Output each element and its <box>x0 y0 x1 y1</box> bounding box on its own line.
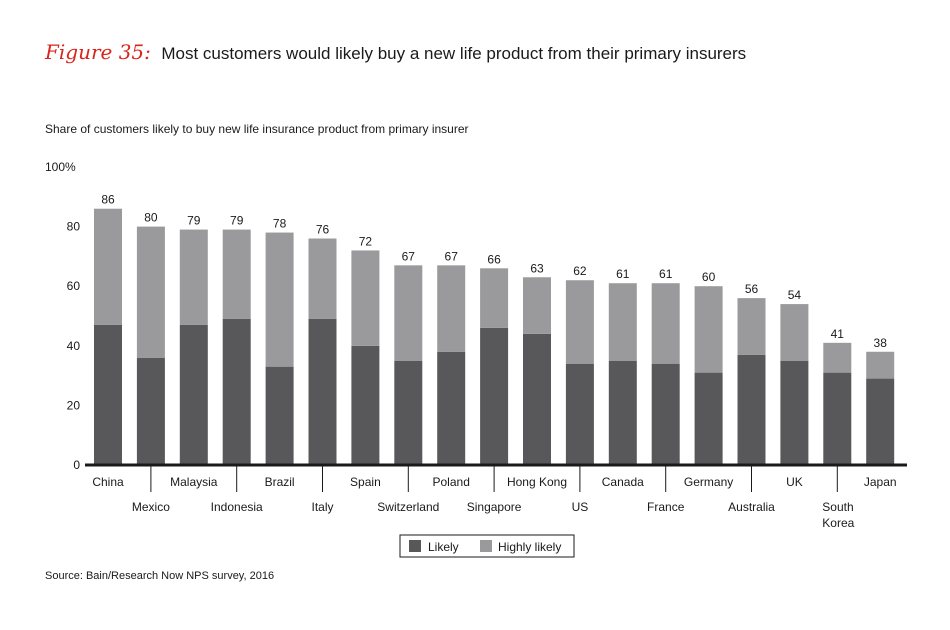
bar-likely-china <box>94 324 122 465</box>
bar-total-label: 38 <box>874 336 888 350</box>
bar-highly-likely-poland <box>437 265 466 352</box>
category-label: Poland <box>433 475 470 489</box>
bar-likely-malaysia <box>179 324 208 465</box>
bar-highly-likely-indonesia <box>222 229 251 319</box>
category-label: US <box>572 500 589 514</box>
y-tick-label: 0 <box>73 458 80 472</box>
bar-total-label: 63 <box>530 261 544 275</box>
bar-highly-likely-spain <box>351 250 380 346</box>
bar-highly-likely-uk <box>780 304 809 361</box>
category-label: UK <box>786 475 803 489</box>
category-label: Switzerland <box>377 500 439 514</box>
bar-highly-likely-china <box>94 208 122 325</box>
category-label: Italy <box>311 500 333 514</box>
legend-label-likely: Likely <box>428 540 459 554</box>
y-tick-label: 60 <box>67 279 81 293</box>
bar-likely-uk <box>780 360 809 465</box>
bar-likely-switzerland <box>394 360 423 465</box>
bar-total-label: 60 <box>702 270 716 284</box>
bar-likely-canada <box>608 360 637 465</box>
bar-likely-germany <box>694 372 723 465</box>
bar-highly-likely-us <box>565 280 594 364</box>
bar-likely-france <box>651 363 680 465</box>
category-label: France <box>647 500 685 514</box>
y-tick-label: 20 <box>67 398 81 412</box>
bar-total-label: 86 <box>101 193 115 207</box>
y-tick-label-top: 100% <box>45 160 76 174</box>
bar-likely-japan <box>866 378 895 465</box>
bar-likely-mexico <box>136 357 165 465</box>
bar-total-label: 62 <box>573 264 587 278</box>
bar-total-label: 79 <box>230 214 244 228</box>
category-label: Indonesia <box>211 500 263 514</box>
bar-likely-brazil <box>265 366 294 465</box>
bar-likely-singapore <box>480 327 509 465</box>
bar-total-label: 61 <box>616 267 630 281</box>
bar-total-label: 61 <box>659 267 673 281</box>
bar-likely-spain <box>351 345 380 465</box>
category-label: Hong Kong <box>507 475 567 489</box>
figure-title-row: Figure 35: Most customers would likely b… <box>45 40 746 64</box>
figure-title: Most customers would likely buy a new li… <box>161 44 747 63</box>
bar-highly-likely-japan <box>866 351 895 379</box>
bar-total-label: 56 <box>745 282 759 296</box>
bar-highly-likely-south-korea <box>823 342 852 373</box>
bar-total-label: 66 <box>487 252 501 266</box>
legend-swatch-highly-likely <box>480 540 492 552</box>
bar-highly-likely-mexico <box>136 226 165 358</box>
bar-highly-likely-italy <box>308 238 337 319</box>
y-tick-label: 80 <box>67 220 81 234</box>
category-label: South <box>822 500 853 514</box>
bar-likely-south-korea <box>823 372 852 465</box>
bar-highly-likely-germany <box>694 286 723 373</box>
bar-highly-likely-hong-kong <box>523 277 551 334</box>
legend-swatch-likely <box>409 540 421 552</box>
legend-label-highly-likely: Highly likely <box>498 540 561 554</box>
bar-likely-italy <box>308 318 337 465</box>
category-label: Singapore <box>467 500 522 514</box>
figure-number: Figure 35: <box>45 40 151 64</box>
bar-total-label: 76 <box>316 223 330 237</box>
bar-highly-likely-france <box>651 283 680 364</box>
bar-highly-likely-switzerland <box>394 265 423 361</box>
bar-likely-poland <box>437 351 466 465</box>
bar-likely-us <box>565 363 594 465</box>
category-label: Canada <box>602 475 644 489</box>
bar-total-label: 80 <box>144 211 158 225</box>
category-label: Japan <box>864 475 897 489</box>
chart-subtitle: Share of customers likely to buy new lif… <box>45 122 469 136</box>
bar-highly-likely-canada <box>608 283 637 361</box>
category-label: Mexico <box>132 500 170 514</box>
y-tick-label: 40 <box>67 339 81 353</box>
category-label: Australia <box>728 500 775 514</box>
category-label: Brazil <box>265 475 295 489</box>
bar-likely-indonesia <box>222 318 251 465</box>
bar-total-label: 67 <box>445 249 459 263</box>
category-label: Spain <box>350 475 381 489</box>
category-label: Malaysia <box>170 475 218 489</box>
bar-highly-likely-australia <box>737 298 766 355</box>
category-label: Germany <box>684 475 733 489</box>
source-note: Source: Bain/Research Now NPS survey, 20… <box>45 570 275 582</box>
category-label: China <box>92 475 124 489</box>
bar-total-label: 67 <box>402 249 416 263</box>
bar-highly-likely-malaysia <box>179 229 208 325</box>
bar-total-label: 79 <box>187 214 201 228</box>
bar-highly-likely-singapore <box>480 268 509 328</box>
bar-likely-australia <box>737 354 766 465</box>
bar-highly-likely-brazil <box>265 232 294 367</box>
bar-total-label: 54 <box>788 288 802 302</box>
bar-total-label: 41 <box>831 327 845 341</box>
bar-likely-hong-kong <box>523 333 551 465</box>
category-label: Korea <box>822 516 854 530</box>
bar-total-label: 78 <box>273 217 287 231</box>
bar-total-label: 72 <box>359 234 373 248</box>
